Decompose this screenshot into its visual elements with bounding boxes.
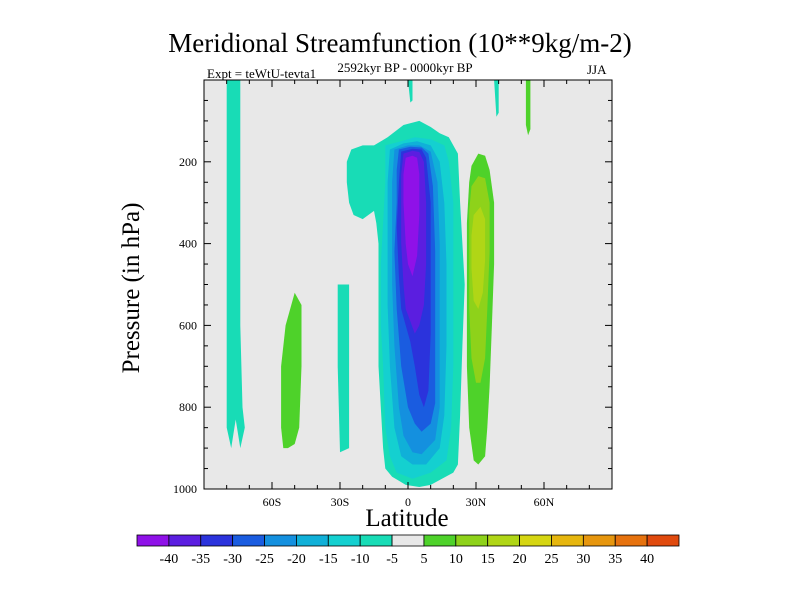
colorbar-box bbox=[168, 534, 202, 547]
colorbar-label: -10 bbox=[351, 552, 370, 567]
colorbar-label: 10 bbox=[449, 552, 463, 567]
colorbar-box bbox=[327, 534, 361, 547]
y-tick-label: 600 bbox=[179, 318, 197, 332]
colorbar-label: -30 bbox=[223, 552, 242, 567]
x-tick-label: 30N bbox=[466, 495, 487, 509]
colorbar-box bbox=[200, 534, 234, 547]
contour-region bbox=[403, 155, 420, 277]
colorbar-box bbox=[264, 534, 297, 547]
contour-region bbox=[471, 206, 486, 309]
axes: 60S 30S 0 30N 60N 200 400 600 800 1000 bbox=[173, 80, 612, 509]
contour-region bbox=[408, 80, 413, 103]
colorbar-label: 15 bbox=[481, 552, 495, 567]
colorbar-label: -20 bbox=[287, 552, 306, 567]
y-tick-label: 400 bbox=[179, 237, 197, 251]
colorbar-label: 5 bbox=[420, 552, 427, 567]
colorbar-box bbox=[423, 534, 457, 547]
chart-title: Meridional Streamfunction (10**9kg/m-2) bbox=[168, 28, 632, 58]
colorbar-box bbox=[487, 534, 520, 547]
chart-subtitle: 2592kyr BP - 0000kyr BP bbox=[337, 60, 473, 75]
colorbar-label: -35 bbox=[191, 552, 210, 567]
colorbar-label: 30 bbox=[576, 552, 590, 567]
colorbar-box bbox=[551, 534, 584, 547]
colorbar-box bbox=[519, 534, 552, 547]
contour-region bbox=[226, 80, 245, 449]
y-tick-label: 200 bbox=[179, 155, 197, 169]
season-label: JJA bbox=[587, 62, 607, 77]
colorbar-label: 40 bbox=[640, 552, 654, 567]
contour-region bbox=[494, 80, 499, 117]
colorbar-box bbox=[646, 534, 680, 547]
experiment-label: Expt = teWtU-tevta1 bbox=[207, 66, 317, 81]
colorbar-label: -40 bbox=[160, 552, 179, 567]
colorbar-box bbox=[136, 534, 170, 547]
colorbar-label: 25 bbox=[544, 552, 558, 567]
x-tick-label: 0 bbox=[405, 495, 411, 509]
contour-region bbox=[525, 80, 531, 136]
colorbar-box bbox=[359, 534, 393, 547]
y-tick-label: 1000 bbox=[173, 482, 197, 496]
colorbar-label: -25 bbox=[255, 552, 274, 567]
colorbar-box bbox=[455, 534, 489, 547]
colorbar: -40 -35 -30 -25 -20 -15 -10 -5 5 10 15 20 25 30 35 40 bbox=[136, 534, 680, 567]
colorbar-label: 20 bbox=[513, 552, 527, 567]
x-tick-label: 60S bbox=[263, 495, 282, 509]
colorbar-label: 35 bbox=[608, 552, 622, 567]
colorbar-label: -15 bbox=[319, 552, 338, 567]
colorbar-box bbox=[232, 534, 265, 547]
contour-region bbox=[281, 292, 302, 449]
y-tick-label: 800 bbox=[179, 400, 197, 414]
colorbar-box bbox=[614, 534, 648, 547]
contour-regions bbox=[226, 80, 531, 488]
x-tick-label: 30S bbox=[331, 495, 350, 509]
colorbar-label: -5 bbox=[386, 552, 398, 567]
x-tick-label: 60N bbox=[534, 495, 555, 509]
contour-region bbox=[337, 284, 350, 453]
colorbar-box bbox=[582, 534, 616, 547]
colorbar-box bbox=[296, 534, 329, 547]
x-axis-label: Latitude bbox=[365, 505, 449, 532]
colorbar-box bbox=[391, 534, 425, 547]
